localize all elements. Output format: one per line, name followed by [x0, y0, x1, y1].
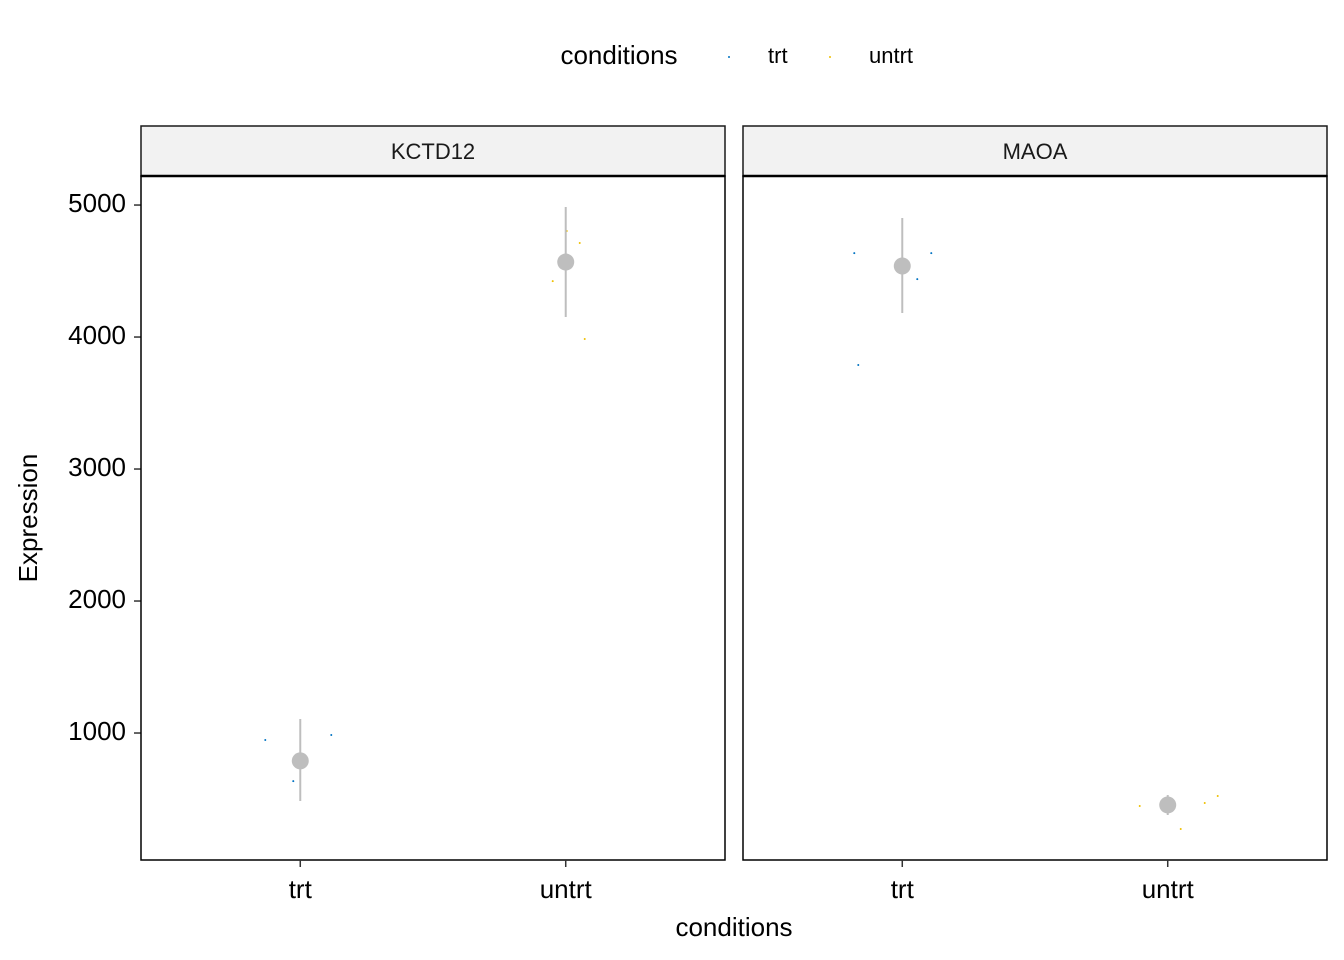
x-tick-label: trt [289, 874, 313, 904]
point [583, 338, 586, 341]
mean-point [557, 253, 575, 271]
point [1216, 794, 1219, 797]
mean-point [291, 752, 309, 770]
legend-label: trt [768, 43, 788, 68]
strip [140, 125, 726, 177]
y-tick-label: 5000 [68, 188, 126, 218]
mean-point [1159, 796, 1177, 814]
y-tick-label: 4000 [68, 320, 126, 350]
y-tick-label: 3000 [68, 452, 126, 482]
point [551, 280, 554, 283]
point [1203, 801, 1206, 804]
point [264, 739, 267, 742]
y-tick-label: 1000 [68, 716, 126, 746]
legend-label: untrt [869, 43, 913, 68]
y-tick-label: 2000 [68, 584, 126, 614]
point [930, 252, 933, 255]
point [853, 252, 856, 255]
point [1138, 805, 1141, 808]
x-tick-label: trt [891, 874, 915, 904]
point [292, 780, 295, 783]
panel [742, 175, 1328, 861]
point [857, 364, 860, 367]
mean-point [893, 257, 911, 275]
strip-label: MAOA [1003, 139, 1068, 164]
y-axis-title: Expression [13, 454, 43, 583]
point [1179, 827, 1182, 830]
legend-title: conditions [560, 40, 677, 70]
strip-label: KCTD12 [391, 139, 475, 164]
legend-key [728, 56, 730, 58]
x-axis-title: conditions [675, 912, 792, 942]
x-tick-label: untrt [540, 874, 593, 904]
panel [140, 175, 726, 861]
legend-key [829, 56, 831, 58]
point [330, 734, 333, 737]
x-tick-label: untrt [1142, 874, 1195, 904]
point [916, 278, 919, 281]
point [578, 242, 581, 245]
